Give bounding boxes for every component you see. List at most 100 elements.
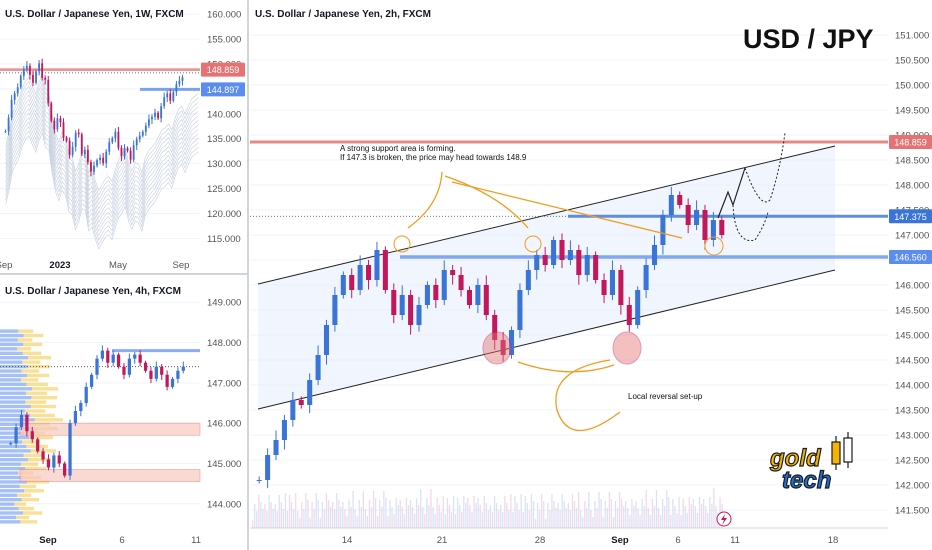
volume-bar bbox=[485, 503, 487, 528]
candle-body bbox=[77, 132, 80, 135]
volume-bar bbox=[543, 501, 545, 528]
profile-bar-sell bbox=[26, 480, 50, 484]
profile-bar-buy bbox=[0, 475, 23, 480]
profile-bar-buy bbox=[0, 515, 17, 520]
volume-bar bbox=[541, 494, 543, 528]
profile-bar-sell bbox=[31, 395, 58, 400]
volume-bar bbox=[256, 511, 258, 528]
candle-body bbox=[84, 386, 88, 403]
candle-body bbox=[57, 455, 61, 464]
main-y-tick: 150.000 bbox=[895, 81, 929, 92]
profile-bar-sell bbox=[21, 369, 40, 373]
volume-bar bbox=[284, 493, 287, 528]
annotation-circle-2 bbox=[524, 235, 542, 253]
lightning-icon[interactable] bbox=[716, 511, 732, 527]
volume-bar bbox=[684, 506, 686, 528]
volume-bar bbox=[268, 495, 270, 528]
orange-arrow bbox=[517, 361, 615, 373]
volume-bar bbox=[399, 500, 401, 528]
ribbon-line bbox=[5, 127, 199, 246]
volume-bar bbox=[405, 498, 408, 528]
volume-bar bbox=[354, 509, 356, 528]
volume-bar bbox=[340, 507, 342, 528]
candle-body bbox=[534, 255, 540, 270]
main-y-tick: 143.500 bbox=[895, 406, 929, 417]
volume-bar bbox=[666, 490, 668, 528]
volume-bar bbox=[352, 491, 354, 528]
volume-bar bbox=[674, 506, 676, 528]
candle-body bbox=[181, 366, 185, 371]
volume-bar bbox=[534, 519, 537, 528]
profile-bar-sell bbox=[17, 338, 33, 342]
profile-bar-sell bbox=[24, 409, 46, 413]
main-panel[interactable]: 151.000150.500150.000149.500149.000148.5… bbox=[250, 9, 932, 546]
volume-bar bbox=[690, 504, 692, 528]
h4-y-tick: 145.000 bbox=[207, 459, 241, 470]
weekly-y-tick: 120.000 bbox=[207, 209, 241, 220]
price-badge-label: 148.859 bbox=[207, 65, 240, 75]
profile-bar-buy bbox=[0, 444, 27, 449]
ribbon-line bbox=[5, 82, 199, 201]
profile-bar-sell bbox=[28, 356, 52, 360]
ribbon-line bbox=[5, 113, 199, 232]
candle-body bbox=[74, 132, 77, 147]
volume-bar bbox=[321, 502, 323, 528]
profile-bar-sell bbox=[23, 342, 43, 347]
volume-bar bbox=[514, 496, 516, 528]
volume-bar bbox=[319, 518, 321, 528]
volume-bar bbox=[311, 502, 313, 528]
weekly-panel[interactable]: 160.000155.000150.000145.000140.000135.0… bbox=[0, 9, 245, 271]
volume-bar bbox=[715, 506, 717, 528]
volume-bar bbox=[645, 490, 647, 528]
profile-bar-buy bbox=[0, 360, 23, 364]
candle-body bbox=[25, 65, 28, 70]
main-x-tick: 14 bbox=[342, 535, 353, 546]
profile-bar-buy bbox=[0, 484, 20, 489]
volume-bar bbox=[545, 519, 547, 528]
profile-bar-sell bbox=[24, 489, 45, 493]
candle-body bbox=[677, 195, 683, 205]
volume-bar bbox=[502, 512, 504, 528]
volume-bar bbox=[416, 498, 418, 528]
candle-body bbox=[163, 97, 166, 107]
ribbon-line bbox=[5, 78, 199, 196]
h4-y-tick: 146.000 bbox=[207, 419, 241, 430]
channel-lower-line bbox=[257, 269, 836, 410]
weekly-x-tick: May bbox=[109, 260, 127, 271]
profile-bar-buy bbox=[0, 395, 32, 400]
candle-body bbox=[14, 427, 18, 444]
volume-bar bbox=[551, 494, 553, 528]
main-y-tick: 147.000 bbox=[895, 231, 929, 242]
h4-x-tick: 6 bbox=[119, 535, 124, 546]
profile-bar-buy bbox=[0, 422, 28, 426]
volume-bar bbox=[459, 505, 461, 528]
volume-bar bbox=[610, 499, 613, 528]
weekly-y-tick: 135.000 bbox=[207, 134, 241, 145]
volume-bar bbox=[461, 512, 463, 528]
volume-bar bbox=[670, 515, 672, 528]
price-badge-label: 148.859 bbox=[894, 138, 927, 148]
volume-bar bbox=[692, 499, 695, 528]
candle-body bbox=[144, 125, 147, 132]
candle-body bbox=[154, 112, 156, 117]
volume-bar bbox=[612, 517, 615, 528]
volume-bar bbox=[317, 500, 319, 528]
h4-panel[interactable]: 149.000 148.000 147.000 146.000 145.000 144.0… bbox=[0, 286, 241, 546]
volume-bar bbox=[561, 494, 563, 528]
volume-bar bbox=[713, 488, 715, 528]
candle-body bbox=[349, 275, 355, 290]
candle-body bbox=[56, 118, 59, 130]
candle-body bbox=[127, 358, 131, 375]
profile-bar-buy bbox=[0, 466, 26, 471]
h4-zone bbox=[19, 422, 201, 436]
channel-fill bbox=[258, 146, 835, 409]
volume-bar bbox=[282, 509, 285, 528]
main-y-tick: 151.000 bbox=[895, 31, 929, 42]
candle-body bbox=[374, 250, 380, 280]
profile-bar-buy bbox=[0, 400, 26, 404]
candle-body bbox=[160, 106, 163, 119]
volume-bar bbox=[260, 502, 262, 528]
candle-body bbox=[138, 354, 142, 363]
volume-bar bbox=[719, 497, 721, 528]
